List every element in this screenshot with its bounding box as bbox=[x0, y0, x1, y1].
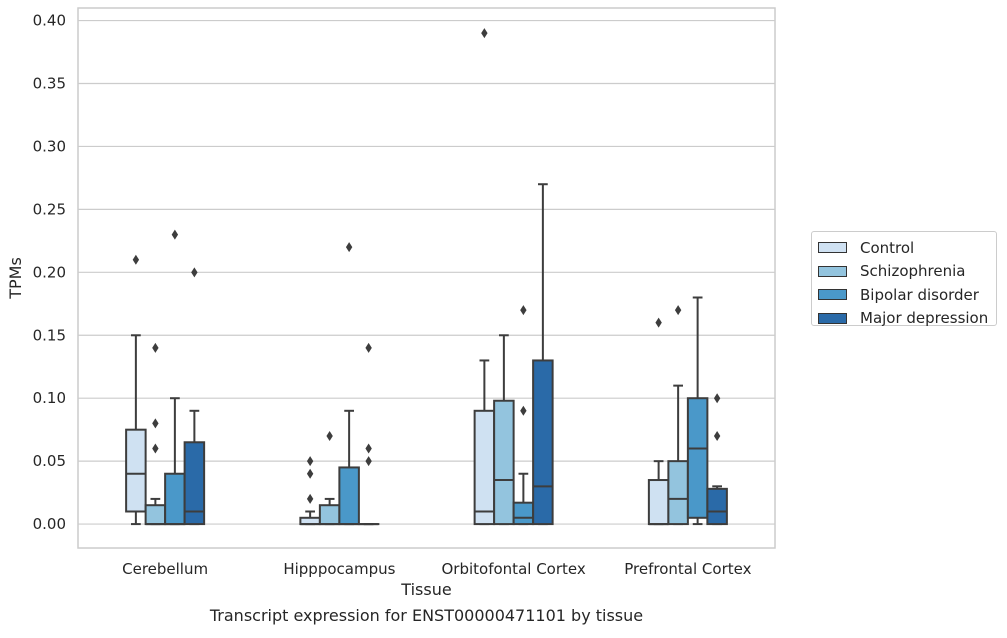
outlier-point bbox=[307, 469, 313, 479]
outlier-point bbox=[365, 444, 371, 454]
box bbox=[514, 503, 534, 524]
y-tick-label: 0.15 bbox=[33, 326, 66, 344]
box bbox=[707, 489, 727, 524]
legend-label-schizophrenia: Schizophrenia bbox=[860, 262, 965, 280]
outlier-point bbox=[152, 343, 158, 353]
outlier-point bbox=[307, 494, 313, 504]
y-tick-label: 0.35 bbox=[33, 75, 66, 93]
box bbox=[533, 360, 553, 524]
y-tick-label: 0.30 bbox=[33, 137, 66, 155]
legend-swatch-schizophrenia bbox=[818, 266, 847, 277]
y-axis-label: TPMs bbox=[6, 257, 25, 300]
legend-item-major-depression: Major depression bbox=[818, 307, 990, 331]
box bbox=[339, 467, 359, 524]
x-tick-label: Prefrontal Cortex bbox=[624, 560, 751, 578]
outlier-point bbox=[481, 28, 487, 38]
outlier-point bbox=[365, 456, 371, 466]
box bbox=[688, 398, 708, 518]
outlier-point bbox=[714, 431, 720, 441]
legend-item-control: Control bbox=[818, 236, 990, 260]
y-tick-label: 0.20 bbox=[33, 263, 66, 281]
legend-label-control: Control bbox=[860, 239, 914, 257]
figure-caption: Transcript expression for ENST0000047110… bbox=[0, 606, 853, 625]
outlier-point bbox=[172, 230, 178, 240]
outlier-point bbox=[191, 267, 197, 277]
outlier-point bbox=[307, 456, 313, 466]
outlier-point bbox=[152, 444, 158, 454]
box bbox=[475, 411, 495, 524]
box bbox=[494, 401, 514, 524]
legend-item-bipolar-disorder: Bipolar disorder bbox=[818, 283, 990, 307]
x-axis-label: Tissue bbox=[400, 580, 451, 599]
outlier-point bbox=[655, 318, 661, 328]
box bbox=[126, 430, 146, 512]
y-tick-label: 0.25 bbox=[33, 200, 66, 218]
box bbox=[165, 474, 185, 524]
x-tick-label: Orbitofontal Cortex bbox=[442, 560, 586, 578]
outlier-point bbox=[346, 242, 352, 252]
y-tick-label: 0.05 bbox=[33, 452, 66, 470]
outlier-point bbox=[326, 431, 332, 441]
box bbox=[668, 461, 688, 524]
x-tick-label: Hipppocampus bbox=[283, 560, 395, 578]
y-tick-label: 0.00 bbox=[33, 515, 66, 533]
y-tick-label: 0.10 bbox=[33, 389, 66, 407]
outlier-point bbox=[133, 255, 139, 265]
legend-swatch-bipolar-disorder bbox=[818, 289, 847, 300]
outlier-point bbox=[365, 343, 371, 353]
legend: Control Schizophrenia Bipolar disorder M… bbox=[811, 231, 997, 326]
legend-label-bipolar-disorder: Bipolar disorder bbox=[860, 286, 979, 304]
legend-swatch-control bbox=[818, 242, 847, 253]
outlier-point bbox=[714, 393, 720, 403]
x-tick-label: Cerebellum bbox=[122, 560, 208, 578]
legend-label-major-depression: Major depression bbox=[860, 309, 988, 327]
box bbox=[146, 505, 166, 524]
legend-item-schizophrenia: Schizophrenia bbox=[818, 260, 990, 284]
box bbox=[320, 505, 340, 524]
outlier-point bbox=[520, 406, 526, 416]
outlier-point bbox=[520, 305, 526, 315]
outlier-point bbox=[152, 418, 158, 428]
legend-swatch-major-depression bbox=[818, 313, 847, 324]
outlier-point bbox=[675, 305, 681, 315]
y-tick-label: 0.40 bbox=[33, 12, 66, 30]
box bbox=[649, 480, 669, 524]
